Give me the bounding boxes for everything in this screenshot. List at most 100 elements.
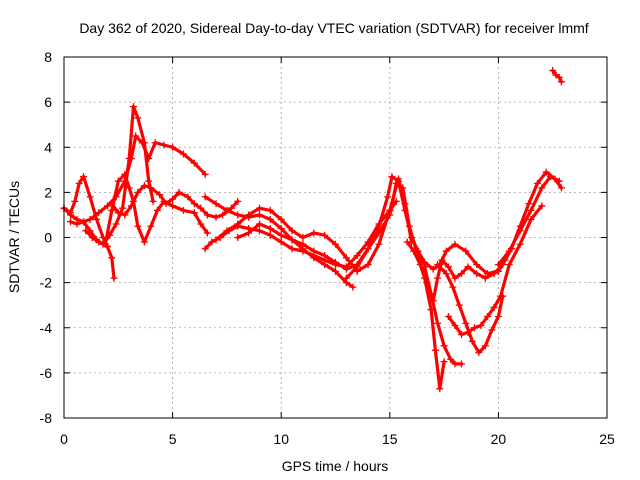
data-point	[332, 240, 339, 248]
y-axis-label: SDTVAR / TECUs	[6, 181, 22, 293]
data-point	[277, 238, 285, 246]
data-point	[277, 215, 285, 223]
data-point	[169, 202, 177, 210]
data-point	[73, 220, 81, 228]
data-point	[468, 337, 476, 345]
y-tick-label: 8	[44, 49, 52, 65]
data-point	[169, 143, 177, 151]
data-point	[457, 360, 465, 368]
data-point	[234, 234, 242, 241]
data-point	[429, 265, 437, 273]
series-line	[203, 199, 398, 269]
data-point	[234, 211, 242, 219]
data-point	[103, 202, 111, 210]
data-point	[451, 240, 459, 248]
data-point	[147, 184, 155, 192]
data-point	[525, 200, 533, 208]
series-track-d	[82, 170, 211, 248]
data-point	[266, 224, 274, 232]
data-point	[471, 324, 479, 332]
data-point	[375, 240, 383, 248]
y-tick-label: 2	[44, 184, 52, 200]
data-point	[375, 222, 383, 230]
data-point	[384, 193, 392, 201]
data-point	[434, 261, 442, 269]
data-point	[505, 261, 513, 269]
series-line	[416, 253, 446, 391]
data-point	[451, 274, 459, 282]
y-tick-label: -4	[40, 320, 53, 336]
y-tick-label: -8	[40, 410, 53, 426]
data-point	[134, 188, 142, 196]
data-point	[160, 141, 168, 149]
data-point	[403, 238, 411, 246]
data-point	[266, 206, 274, 214]
data-point	[386, 211, 394, 219]
data-point	[255, 211, 263, 219]
data-point	[125, 155, 133, 163]
data-point	[547, 173, 555, 181]
data-point	[212, 236, 220, 244]
data-point	[132, 132, 140, 140]
data-point	[145, 177, 153, 185]
series-line	[551, 68, 564, 84]
data-point	[95, 238, 103, 246]
series-track-l	[414, 252, 448, 393]
data-point	[451, 321, 459, 329]
data-point	[401, 206, 409, 214]
data-point	[288, 236, 296, 244]
data-point	[156, 191, 164, 199]
data-point	[151, 139, 159, 147]
series-line	[344, 175, 513, 280]
data-point	[462, 247, 470, 255]
data-point	[434, 319, 442, 327]
data-point	[462, 319, 470, 327]
data-point	[140, 182, 148, 190]
data-point	[455, 301, 463, 309]
data-point	[208, 238, 216, 246]
data-point	[321, 252, 329, 260]
data-point	[542, 168, 550, 176]
data-point	[203, 211, 211, 219]
data-point	[449, 283, 457, 291]
x-tick-label: 0	[60, 431, 68, 447]
data-point	[197, 220, 205, 228]
data-point	[555, 177, 563, 185]
data-point	[299, 234, 307, 241]
axis-ticks: 0 5 10 15 20 25 -8 -6 -4 -2 0 2 4 6 8	[40, 49, 615, 447]
data-point	[121, 170, 129, 178]
data-point	[394, 177, 402, 185]
data-point	[112, 220, 120, 228]
data-point	[203, 229, 211, 237]
data-point	[147, 222, 155, 230]
data-point	[201, 193, 209, 201]
data-point	[342, 265, 350, 273]
data-point	[497, 292, 505, 300]
data-point	[277, 224, 285, 232]
data-point	[538, 184, 546, 192]
y-tick-label: 4	[44, 139, 52, 155]
data-point	[212, 200, 220, 208]
x-tick-label: 15	[382, 431, 398, 447]
data-point	[527, 215, 535, 223]
series-track-i	[234, 179, 429, 273]
data-point	[332, 267, 339, 275]
data-point	[190, 200, 198, 208]
data-point	[114, 177, 122, 185]
data-point	[234, 197, 242, 205]
data-point	[197, 204, 205, 212]
data-point	[549, 67, 557, 75]
data-point	[212, 213, 220, 221]
series-line	[405, 170, 564, 303]
data-point	[75, 179, 83, 187]
data-point	[88, 234, 96, 241]
data-point	[490, 270, 498, 278]
data-point	[457, 270, 465, 278]
data-point	[110, 274, 118, 282]
x-tick-label: 25	[599, 431, 615, 447]
data-point	[451, 360, 459, 368]
data-point	[119, 204, 127, 212]
series-track-n	[434, 261, 507, 357]
data-point	[140, 139, 148, 147]
data-point	[516, 240, 524, 248]
